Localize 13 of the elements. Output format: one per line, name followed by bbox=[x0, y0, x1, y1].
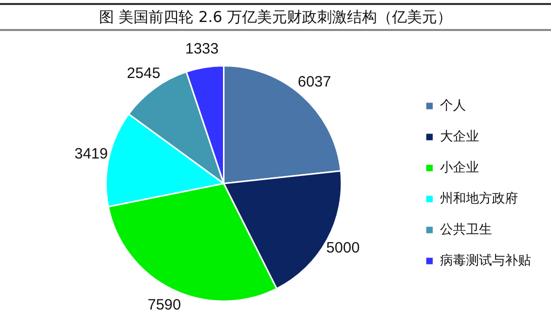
data-label: 2545 bbox=[126, 65, 160, 82]
data-label: 7590 bbox=[148, 296, 181, 314]
data-label: 5000 bbox=[326, 240, 360, 257]
legend-label: 小企业 bbox=[440, 160, 479, 176]
chart-title: 图 美国前四轮 2.6 万亿美元财政刺激结构（亿美元） bbox=[0, 3, 551, 31]
data-label: 6037 bbox=[298, 74, 332, 91]
data-label: 1333 bbox=[185, 40, 219, 58]
legend-label: 个人 bbox=[440, 98, 466, 114]
legend-label: 大企业 bbox=[440, 129, 479, 144]
data-label: 3419 bbox=[74, 145, 108, 162]
legend-label: 病毒测试与补贴 bbox=[440, 253, 531, 268]
legend-label: 公共卫生 bbox=[440, 222, 492, 238]
legend-label: 州和地方政府 bbox=[440, 190, 518, 206]
